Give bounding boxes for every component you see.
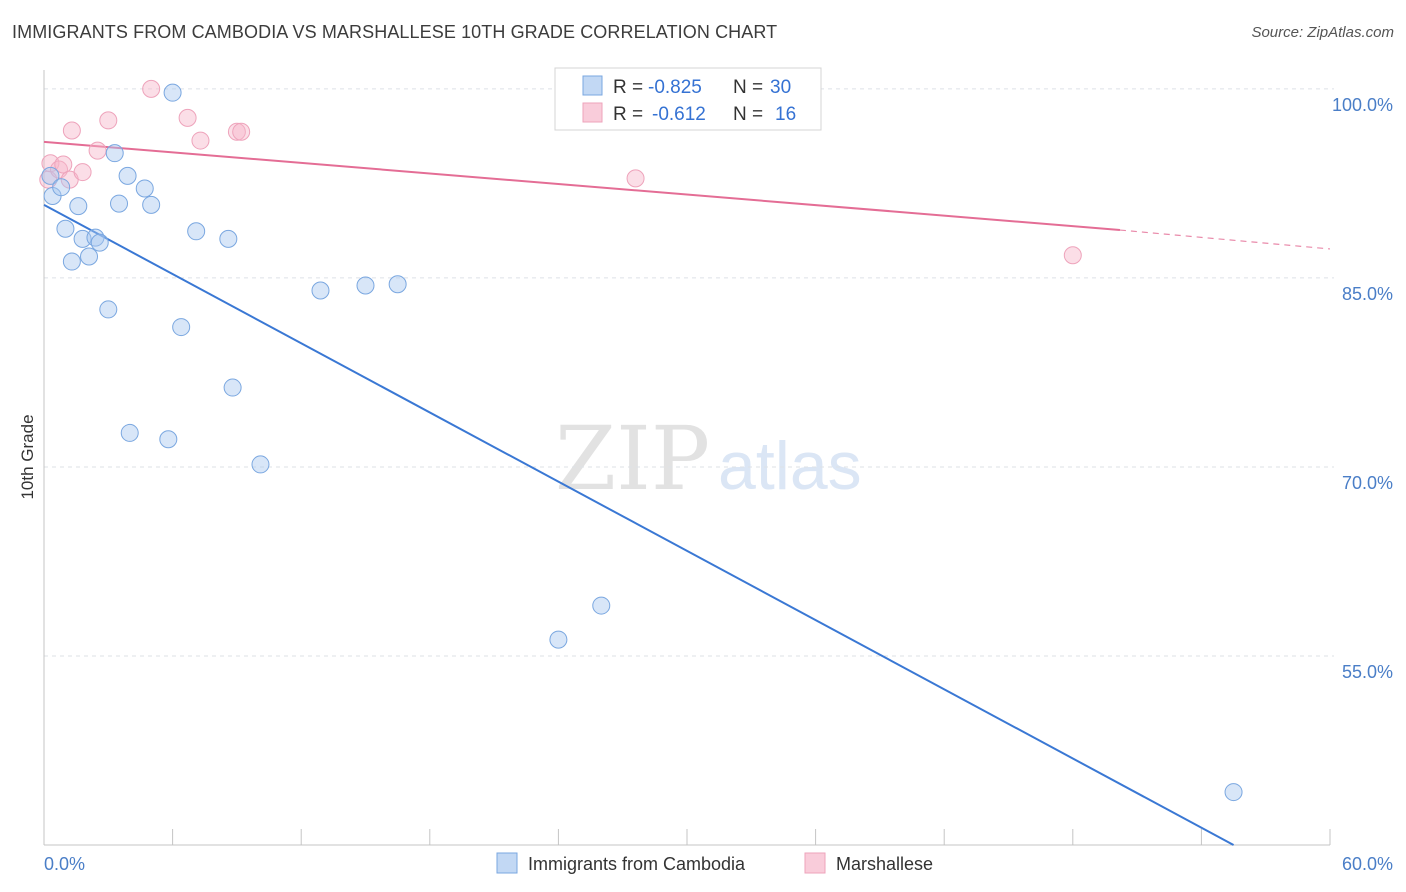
data-point — [41, 166, 60, 185]
trend-lines — [43, 140, 1331, 846]
data-point — [251, 455, 270, 474]
data-point — [73, 163, 92, 182]
legend-swatch-cambodia — [496, 852, 518, 874]
x-tick-labels: 0.0% 60.0% — [44, 854, 1393, 874]
watermark-atlas: atlas — [718, 428, 862, 504]
grid — [44, 88, 1334, 657]
data-point — [120, 423, 139, 442]
data-point — [178, 108, 197, 127]
trend-line-cambodia — [43, 203, 1235, 846]
data-point — [62, 121, 81, 140]
cambodia-points — [41, 83, 1243, 802]
data-point — [172, 318, 191, 337]
stats-r-label-pink: R = — [613, 104, 643, 125]
data-point — [1224, 783, 1243, 802]
data-point — [142, 79, 161, 98]
legend-label-marshallese: Marshallese — [836, 854, 933, 874]
data-point — [232, 122, 251, 141]
data-point — [62, 252, 81, 271]
stats-n-label-blue: N = — [733, 77, 763, 98]
data-point — [73, 229, 92, 248]
trend-line-extension — [1119, 229, 1331, 250]
y-tick-label: 70.0% — [1342, 473, 1393, 493]
x-tick-label: 0.0% — [44, 854, 85, 874]
x-ticks — [43, 829, 1331, 845]
watermark: ZIP atlas — [555, 407, 862, 510]
legend: Immigrants from Cambodia Marshallese — [496, 852, 933, 874]
data-point — [592, 596, 611, 615]
data-point — [626, 169, 645, 188]
y-tick-labels: 100.0% 85.0% 70.0% 55.0% — [1332, 95, 1393, 682]
stats-swatch-pink — [582, 102, 603, 123]
data-point — [99, 111, 118, 130]
y-tick-label: 55.0% — [1342, 662, 1393, 682]
watermark-zip: ZIP — [555, 407, 710, 510]
data-point — [219, 229, 238, 248]
chart-title: IMMIGRANTS FROM CAMBODIA VS MARSHALLESE … — [12, 22, 778, 42]
data-point — [1063, 246, 1082, 265]
data-point — [191, 131, 210, 150]
data-point — [311, 281, 330, 300]
legend-swatch-marshallese — [804, 852, 826, 874]
y-axis-label: 10th Grade — [18, 414, 37, 499]
data-point — [80, 247, 99, 266]
chart-source: Source: ZipAtlas.com — [1251, 24, 1394, 41]
y-tick-label: 85.0% — [1342, 284, 1393, 304]
data-point — [90, 233, 109, 252]
data-point — [52, 178, 71, 197]
data-point — [159, 430, 178, 449]
data-point — [223, 378, 242, 397]
stats-n-label-pink: N = — [733, 104, 763, 125]
stats-box: R = -0.825 N = 30 R = -0.612 N = 16 — [554, 67, 822, 131]
data-point — [99, 300, 118, 319]
data-point — [54, 155, 73, 174]
data-point — [356, 276, 375, 295]
data-point — [118, 166, 137, 185]
data-point — [187, 222, 206, 241]
data-point — [135, 179, 154, 198]
stats-n-value-blue: 30 — [770, 77, 791, 98]
marshallese-points — [39, 79, 1082, 265]
data-point — [56, 219, 75, 238]
stats-n-value-pink: 16 — [775, 104, 796, 125]
stats-swatch-blue — [582, 75, 603, 96]
data-point — [227, 122, 246, 141]
legend-label-cambodia: Immigrants from Cambodia — [528, 854, 746, 874]
stats-r-value-blue: -0.825 — [648, 77, 702, 98]
data-point — [105, 144, 124, 163]
data-point — [69, 197, 88, 216]
data-point — [163, 83, 182, 102]
stats-r-label-blue: R = — [613, 77, 643, 98]
trend-line-marshallese — [43, 140, 1121, 232]
y-tick-label: 100.0% — [1332, 95, 1393, 115]
data-point — [88, 141, 107, 160]
data-point — [110, 194, 129, 213]
data-point — [388, 275, 407, 294]
data-point — [142, 195, 161, 214]
x-tick-label: 60.0% — [1342, 854, 1393, 874]
stats-r-value-pink: -0.612 — [652, 104, 706, 125]
data-point — [549, 630, 568, 649]
